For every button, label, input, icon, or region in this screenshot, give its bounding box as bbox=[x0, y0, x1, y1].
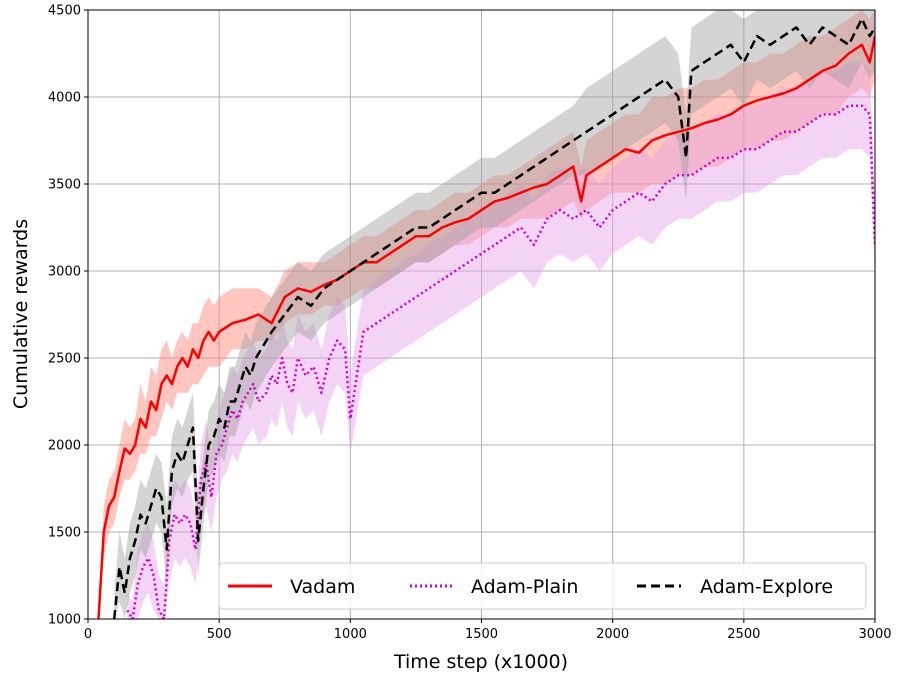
x-axis-label: Time step (x1000) bbox=[393, 651, 568, 673]
adam-explore-band bbox=[114, 10, 875, 619]
x-tick-label: 500 bbox=[207, 627, 232, 642]
adam-plain-band bbox=[127, 62, 875, 619]
axis-ticks: 0 500 1000 1500 2000 2500 3000 1000 1500 2000 2500… bbox=[48, 4, 892, 643]
vadam-band bbox=[98, 10, 875, 619]
x-tick-label: 1000 bbox=[334, 627, 367, 642]
x-tick-label: 1500 bbox=[465, 627, 498, 642]
y-tick-label: 3500 bbox=[48, 178, 81, 193]
confidence-bands bbox=[98, 10, 875, 619]
y-tick-label: 4500 bbox=[48, 4, 81, 19]
legend-label-vadam: Vadam bbox=[290, 576, 355, 598]
series-lines bbox=[97, 17, 875, 619]
x-tick-label: 2500 bbox=[727, 627, 760, 642]
adam-explore-line bbox=[112, 17, 875, 619]
y-tick-label: 1500 bbox=[48, 526, 81, 541]
legend: Vadam Adam-Plain Adam-Explore bbox=[218, 562, 867, 610]
vadam-line bbox=[97, 35, 875, 619]
legend-label-adam-explore: Adam-Explore bbox=[700, 576, 833, 598]
legend-box bbox=[218, 562, 867, 610]
y-tick-label: 3000 bbox=[48, 265, 81, 280]
legend-label-adam-plain: Adam-Plain bbox=[471, 576, 578, 598]
y-tick-label: 2500 bbox=[48, 352, 81, 367]
x-tick-label: 3000 bbox=[858, 627, 891, 642]
x-tick-label: 0 bbox=[84, 627, 92, 642]
y-axis-label: Cumulative rewards bbox=[10, 219, 32, 409]
adam-plain-line bbox=[126, 104, 875, 619]
x-tick-label: 2000 bbox=[596, 627, 629, 642]
y-tick-label: 1000 bbox=[48, 613, 81, 628]
y-tick-label: 4000 bbox=[48, 91, 81, 106]
y-tick-label: 2000 bbox=[48, 439, 81, 454]
